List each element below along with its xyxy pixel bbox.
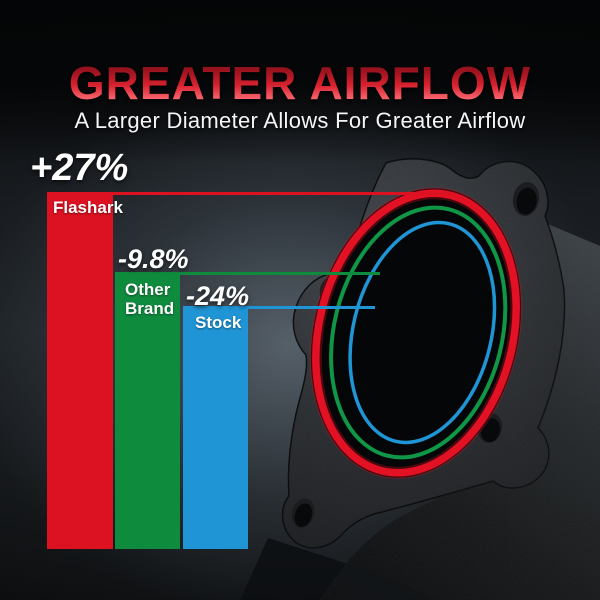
leader-line-flashark <box>47 192 452 195</box>
bar-other-brand: Other Brand <box>115 272 180 549</box>
other-brand-diameter-ring <box>329 205 508 460</box>
bar-label-stock: Stock <box>195 313 242 332</box>
value-label-flashark: +27% <box>30 147 129 189</box>
flashark-diameter-ring <box>312 189 520 477</box>
page-title: GREATER AIRFLOW <box>0 60 600 106</box>
leader-line-other-brand <box>115 272 380 275</box>
bar-flashark: Flashark <box>47 192 123 549</box>
leader-line-stock <box>183 306 375 309</box>
bar-label-flashark: Flashark <box>53 198 123 217</box>
bar-stock: Stock <box>183 306 248 549</box>
bolt-hole-top-right <box>512 182 540 216</box>
value-label-stock: -24% <box>186 281 250 311</box>
bore-opening <box>310 188 522 478</box>
bolt-hole-bottom-left <box>291 498 315 528</box>
stock-diameter-ring <box>348 220 497 445</box>
bar-label-other-brand: Other Brand <box>125 280 175 319</box>
value-label-other-brand: -9.8% <box>118 244 189 274</box>
page-subtitle: A Larger Diameter Allows For Greater Air… <box>74 108 526 133</box>
